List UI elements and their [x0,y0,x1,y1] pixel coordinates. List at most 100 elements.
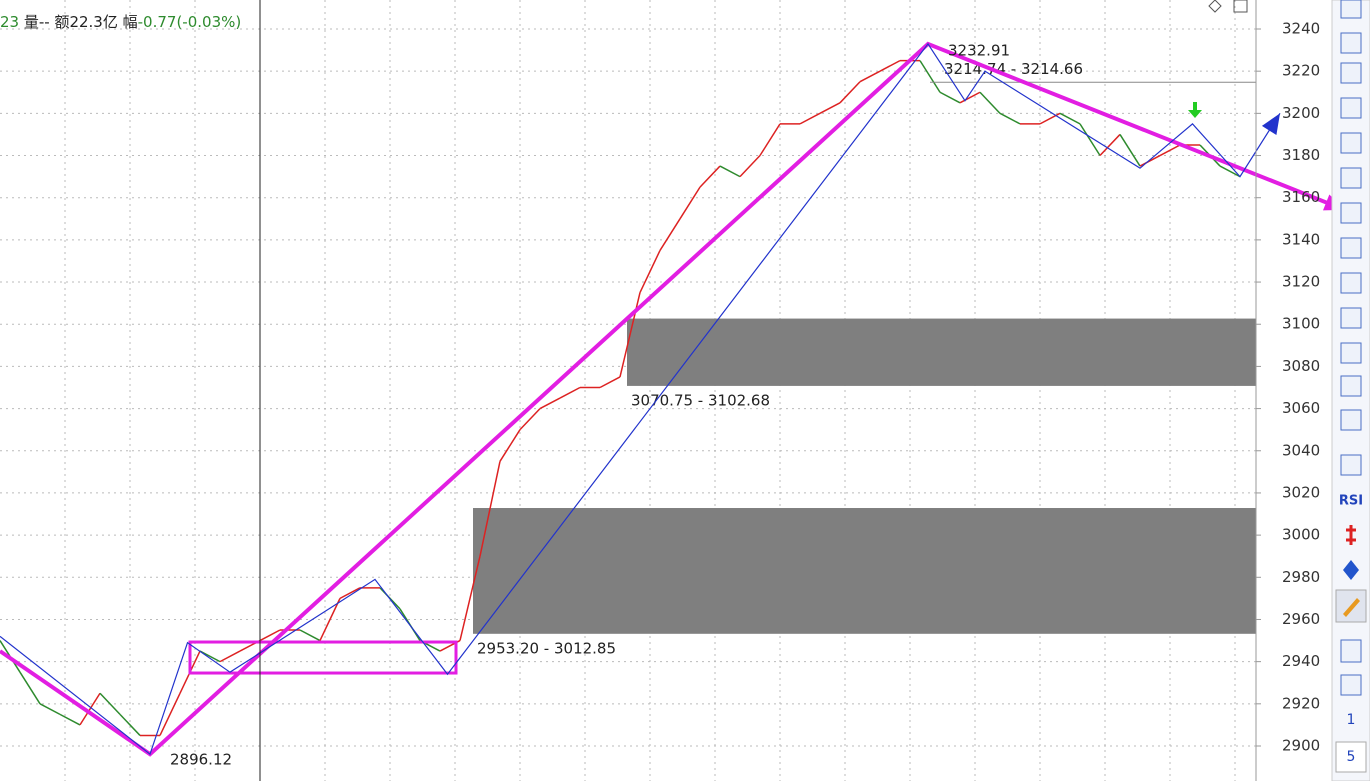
y-tick-label: 3220 [1282,62,1320,80]
tool-icon[interactable] [1340,167,1362,189]
tool-icon[interactable] [1340,639,1362,663]
tool-icon[interactable] [1340,307,1362,329]
price-segment [1039,112,1061,125]
header-info: 23 量-- 额22.3亿 幅-0.77(-0.03%) [0,13,241,31]
signal-arrow [1188,102,1202,118]
y-tick-label: 2900 [1282,736,1320,754]
tool-icon[interactable] [1340,409,1362,431]
tool-icon[interactable] [1340,454,1362,476]
tool-icon[interactable] [1340,62,1362,84]
price-segment [939,91,961,104]
tool-icon[interactable] [1340,132,1362,154]
price-segment [999,112,1021,125]
tool-rsi[interactable]: RSI [1339,494,1363,509]
y-tick-label: 3100 [1282,315,1320,333]
price-segment [319,598,341,641]
tool-icon[interactable] [1340,375,1362,397]
tool-pencil[interactable] [1343,598,1360,617]
price-segment [739,155,761,178]
high-label: 3232.91 [948,41,1010,59]
y-tick-label: 3120 [1282,273,1320,291]
low-label: 2896.12 [170,751,232,769]
price-segment [479,461,501,557]
price-segment [1159,144,1181,157]
tool-5[interactable]: 5 [1347,749,1356,765]
price-segment [879,59,901,72]
tool-box[interactable] [1335,741,1367,773]
level-label: 3214.74 - 3214.66 [944,60,1083,78]
tool-icon[interactable] [1340,674,1362,696]
price-segment [979,91,1001,114]
zigzag-line [0,42,1281,756]
drawings: 3070.75 - 3102.68 2953.20 - 3012.85 3214.7… [0,41,1346,769]
tool-icon[interactable] [1346,525,1356,545]
price-segment [99,692,121,715]
price-segment [199,650,221,663]
price-segment [1139,154,1161,167]
change-label: 幅 [123,13,138,31]
vol: 23 [0,13,19,31]
price-segment [599,376,621,389]
y-axis: 2900 2920 2940 2960 2980 3000 3020 3040 3060 3080… [1256,19,1320,754]
tool-1[interactable]: 1 [1347,712,1356,728]
tool-icon[interactable] [1340,202,1362,224]
price-segment [699,165,721,188]
y-tick-label: 3180 [1282,146,1320,164]
price-segment [1059,112,1081,125]
trend-line [0,41,1346,757]
price-segment [759,123,781,156]
y-tick-label: 3160 [1282,188,1320,206]
y-tick-label: 2940 [1282,652,1320,670]
icon-diamond [1208,0,1222,13]
price-segment [59,713,81,726]
price-segment [259,629,281,642]
price-segment [959,91,981,104]
price-segment [339,587,361,600]
tool-icon[interactable] [1340,272,1362,294]
price-segment [459,556,481,641]
icon-panel[interactable] [1233,0,1248,13]
price-segment [539,397,561,410]
price-segment [839,81,861,104]
change: -0.77(-0.03%) [138,13,242,31]
price-segment [619,292,641,378]
y-tick-label: 3060 [1282,399,1320,417]
amount: 额22.3亿 [50,13,123,31]
y-tick-label: 3000 [1282,526,1320,544]
y-tick-label: 2960 [1282,610,1320,628]
price-segment [39,703,61,716]
price-segment [219,650,241,663]
zones [473,318,1256,634]
price-segment [1219,165,1241,178]
y-tick-label: 3140 [1282,230,1320,248]
vol-label: 量-- [19,13,50,31]
price-segment [719,165,741,178]
price-segment [119,713,141,736]
zigzag-line-arrowhead [1261,113,1280,136]
tool-icon[interactable] [1340,342,1362,364]
price-segment [799,112,821,125]
price-segment [499,429,521,462]
y-tick-label: 3080 [1282,357,1320,375]
tool-up[interactable] [1340,0,1362,19]
tool-move[interactable] [1343,560,1359,580]
tool-down[interactable] [1340,32,1362,54]
price-segment [919,60,941,93]
zone [627,318,1256,386]
y-tick-label: 2920 [1282,694,1320,712]
tool-icon[interactable] [1340,237,1362,259]
y-tick-label: 3020 [1282,483,1320,501]
price-segment [1119,134,1141,167]
price-segment [639,250,661,293]
zone-label: 2953.20 - 3012.85 [477,639,616,657]
zone-label: 3070.75 - 3102.68 [631,391,770,409]
price-segment [519,408,541,431]
price-segment [679,186,701,220]
price-segment [559,386,581,399]
y-tick-label: 3040 [1282,441,1320,459]
y-tick-label: 3240 [1282,19,1320,37]
price-segment [79,692,101,726]
tool-icon[interactable] [1340,97,1362,119]
